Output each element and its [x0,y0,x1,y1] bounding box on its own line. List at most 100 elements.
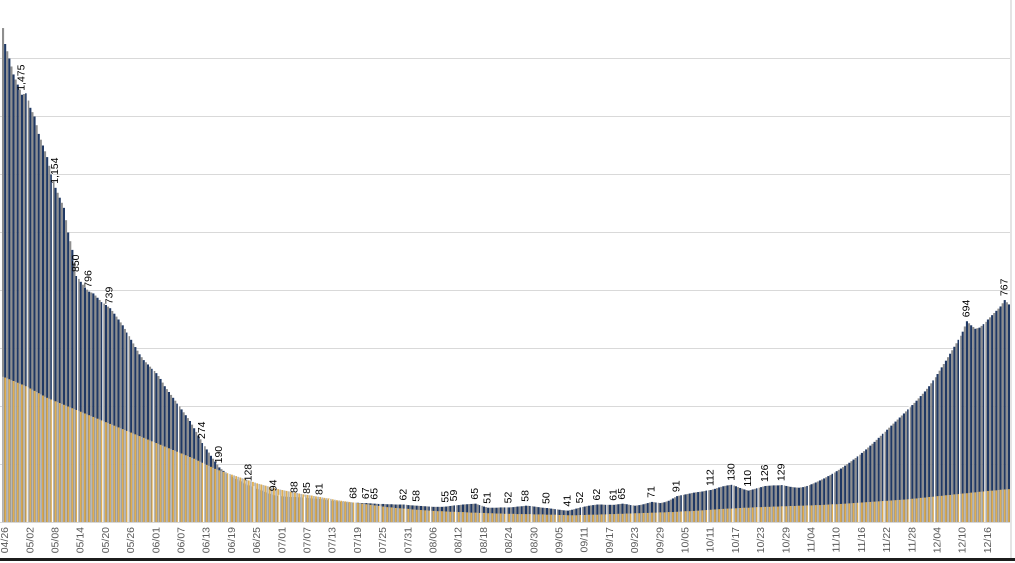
bar-gold [109,423,112,523]
day-bars [1001,300,1006,523]
bar-gold [399,508,401,523]
bar-gold [919,497,922,523]
bar-shadow-dark [653,502,656,523]
bar-gold [96,418,99,523]
bar-gold [609,514,611,523]
bar-dark [58,197,61,523]
bar-shadow-gold [997,490,1000,523]
bar-shadow-gold [913,498,916,523]
day-bars [636,505,641,523]
bar-gold [344,501,347,523]
bar-dark [41,145,44,523]
bar-shadow-gold [543,514,546,523]
bar-dark [621,503,624,523]
day-bars [695,492,700,523]
day-bars [816,480,821,523]
bar-shadow-dark [888,427,891,523]
bar-gold [25,386,28,523]
bar-shadow-gold [77,410,80,523]
bar-gold [382,506,385,523]
bar-shadow-dark [711,489,714,523]
bar-dark [848,462,851,523]
day-bars [972,327,977,523]
day-bars [800,487,805,523]
bar-shadow-dark [833,472,836,523]
bar-dark [772,485,775,523]
day-bars [896,417,901,523]
day-bars [165,389,170,523]
day-bars [539,507,544,523]
day-bars [497,507,502,523]
bar-dark [8,58,11,523]
day-bars [447,505,452,523]
bar-dark [684,494,687,523]
day-bars [980,324,985,523]
bar-shadow-gold [535,514,538,523]
bar-shadow-gold [900,499,903,523]
bar-shadow-dark [984,321,987,523]
bar-gold [814,505,817,523]
group-separator [329,499,331,523]
day-bars [220,469,225,523]
day-bars [732,485,737,523]
bar-dark [999,306,1002,523]
bar-gold [571,515,574,523]
bar-dark [1003,300,1006,523]
bar-gold [861,502,863,523]
bar-gold [478,512,481,523]
bar-shadow-gold [560,514,563,523]
bar-dark [995,310,998,523]
group-separator [581,505,583,523]
bar-shadow-gold [90,416,93,523]
bar-gold [970,492,973,523]
bar-shadow-gold [501,513,504,523]
bar-shadow-gold [598,514,601,523]
day-bars [863,449,868,523]
day-bars [207,452,212,523]
bar-shadow-gold [35,392,38,523]
bar-shadow-gold [27,387,30,523]
bar-shadow-gold [468,512,471,523]
bar-gold [331,499,334,523]
bar-dark [701,491,704,523]
day-bars [963,321,968,523]
bar-shadow-dark [879,435,882,523]
bar-dark [71,249,74,523]
bar-dark [524,505,527,523]
day-bars [531,506,536,523]
bar-shadow-gold [392,507,395,523]
bar-shadow-dark [594,504,597,523]
bar-gold [924,497,926,523]
bar-shadow-gold [325,498,328,523]
bar-shadow-dark [741,488,744,523]
group-separator [707,489,709,523]
day-bars [564,510,569,523]
bar-dark [75,276,78,523]
group-separator [984,318,986,523]
day-bars [10,66,15,523]
bar-shadow-gold [976,492,979,523]
bar-shadow-gold [905,499,907,523]
bar-shadow-gold [602,514,605,523]
bar-shadow-dark [606,504,609,523]
day-bars [224,472,229,523]
day-bars [976,327,981,523]
bar-shadow-gold [275,488,277,523]
bar-shadow-gold [52,400,55,523]
bar-gold [827,504,830,523]
bar-gold [71,408,74,523]
bar-shadow-dark [997,308,1000,523]
group-separator [278,494,280,523]
bar-shadow-gold [611,514,613,523]
x-tick-label: 08/18 [478,527,490,553]
bar-shadow-dark [795,487,798,523]
bar-gold [92,416,95,523]
bar-gold [659,512,662,523]
day-bars [241,478,246,523]
bar-shadow-gold [132,433,135,523]
group-separator [883,428,885,523]
bar-gold [520,514,523,523]
bar-shadow-gold [695,510,697,523]
bar-shadow-dark [14,79,17,523]
